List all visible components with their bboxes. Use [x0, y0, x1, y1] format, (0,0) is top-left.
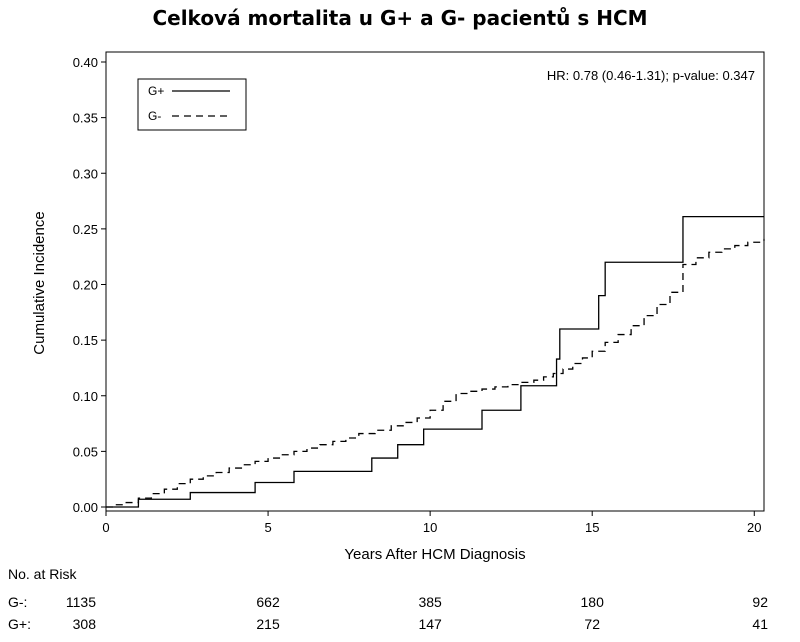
legend-label-g-minus: G- — [148, 109, 161, 123]
y-tick-label: 0.15 — [73, 333, 98, 348]
series-line-g-minus — [106, 238, 765, 508]
hr-annotation: HR: 0.78 (0.46-1.31); p-value: 0.347 — [547, 68, 755, 83]
legend: G+ G- — [137, 78, 247, 131]
series-line-g-plus — [106, 215, 764, 508]
y-tick-label: 0.25 — [73, 222, 98, 237]
y-tick-label: 0.20 — [73, 278, 98, 293]
y-tick-label: 0.05 — [73, 444, 98, 459]
x-tick-label: 10 — [423, 520, 437, 535]
y-tick-label: 0.35 — [73, 111, 98, 126]
chart-title: Celková mortalita u G+ a G- pacientů s H… — [152, 6, 648, 30]
y-axis: 0.00 0.05 0.10 0.15 0.20 0.25 0.30 0.35 0.40 — [73, 55, 106, 515]
x-tick-label: 5 — [264, 520, 271, 535]
y-axis-label: Cumulative Incidence — [31, 211, 48, 354]
legend-label-g-plus: G+ — [148, 84, 164, 98]
x-axis: 0 5 10 15 20 — [102, 511, 762, 535]
x-tick-label: 15 — [585, 520, 599, 535]
x-tick-label: 20 — [747, 520, 761, 535]
y-tick-label: 0.10 — [73, 389, 98, 404]
x-axis-label: Years After HCM Diagnosis — [344, 546, 525, 563]
x-tick-label: 0 — [102, 520, 109, 535]
legend-box — [137, 78, 247, 131]
y-tick-label: 0.40 — [73, 55, 98, 70]
y-tick-label: 0.00 — [73, 500, 98, 515]
series-layer — [106, 215, 765, 508]
plot-frame — [105, 51, 765, 512]
y-tick-label: 0.30 — [73, 166, 98, 181]
